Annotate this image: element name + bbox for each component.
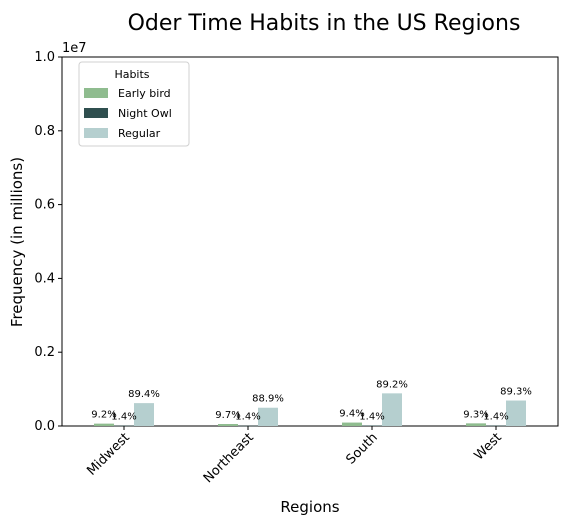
x-axis-label: Regions [280, 498, 339, 516]
data-label: 1.4% [111, 412, 136, 423]
y-tick-label: 0.2 [34, 345, 55, 360]
data-label: 1.4% [359, 411, 384, 422]
y-tick-label: 0.6 [34, 198, 55, 213]
chart-title: Oder Time Habits in the US Regions [128, 11, 521, 36]
legend: Habits Early bird Night Owl Regular [78, 61, 190, 147]
bar-early-bird [342, 422, 362, 426]
bar-regular [134, 403, 154, 426]
legend-title: Habits [114, 68, 149, 81]
data-label: 9.7% [215, 410, 240, 421]
legend-swatch [84, 88, 108, 98]
bar-regular [258, 407, 278, 426]
legend-label: Night Owl [118, 107, 172, 120]
y-axis-label: Frequency (in millions) [8, 157, 26, 327]
data-label: 9.4% [339, 409, 364, 420]
legend-swatch [84, 108, 108, 118]
data-label: 89.2% [376, 379, 408, 390]
data-label: 9.2% [91, 410, 116, 421]
data-labels: 9.2%1.4%89.4%9.7%1.4%88.9%9.4%1.4%89.2%9… [91, 379, 532, 422]
data-label: 89.3% [500, 387, 532, 398]
y-axis: 0.0 0.2 0.4 0.6 0.8 1.0 [34, 50, 62, 434]
data-label: 1.4% [235, 412, 260, 423]
legend-label: Regular [118, 127, 161, 140]
legend-label: Early bird [118, 87, 171, 100]
bar-regular [506, 400, 526, 426]
bar-night-owl [362, 425, 382, 426]
y-offset-text: 1e7 [62, 41, 87, 56]
bars [94, 393, 526, 427]
y-tick-label: 0.8 [34, 124, 55, 139]
y-tick-label: 0.4 [34, 271, 55, 286]
bar-night-owl [114, 425, 134, 427]
data-label: 9.3% [463, 409, 488, 420]
bar-early-bird [218, 424, 238, 426]
bar-night-owl [486, 425, 506, 427]
y-tick-label: 0.0 [34, 419, 55, 434]
data-label: 1.4% [483, 412, 508, 423]
legend-swatch [84, 128, 108, 138]
bar-night-owl [238, 425, 258, 427]
bar-early-bird [94, 423, 114, 426]
data-label: 88.9% [252, 394, 284, 405]
plot-area [61, 56, 559, 427]
data-label: 89.4% [128, 389, 160, 400]
y-tick-label: 1.0 [34, 50, 55, 65]
bar-early-bird [466, 423, 486, 426]
legend-box [78, 61, 190, 147]
bar-regular [382, 393, 402, 426]
